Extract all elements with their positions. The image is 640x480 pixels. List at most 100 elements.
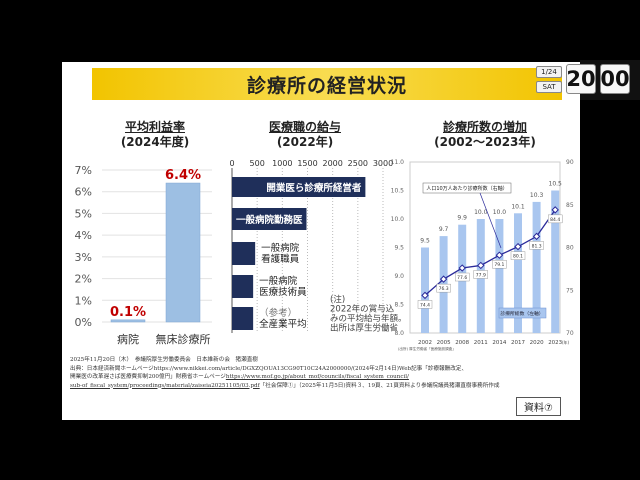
- slide-title-bar: 診療所の経営状況: [92, 68, 562, 100]
- y-right-tick-label: 80: [566, 245, 574, 252]
- y-tick-label: 6%: [75, 186, 92, 199]
- x-tick-label: 2014: [492, 340, 506, 346]
- plot-frame: [409, 161, 561, 334]
- line-label-box: [548, 214, 563, 224]
- bar-label: 開業医ら診療所経営者: [266, 182, 362, 194]
- bar: [232, 275, 254, 298]
- x-tick-label: 2005: [437, 340, 451, 346]
- bar: [110, 319, 146, 323]
- y-tick-label: 3%: [75, 251, 92, 264]
- bar-label: 10.0: [474, 209, 488, 216]
- note-text: みの平均給与年額。: [330, 313, 407, 324]
- y-left-tick-label: 9.5: [394, 245, 404, 252]
- source-footnote: 2025年11月20日（木） 参議院厚生労働委員会 日本維新の会 猪瀬直樹 出典…: [70, 356, 570, 390]
- clock-date: 1/24: [536, 65, 562, 78]
- legend-bar-label: 診療所総数（左軸）: [500, 310, 543, 317]
- x-tick-label: 2000: [322, 159, 342, 168]
- note-text: 出所は厚生労働省: [330, 323, 399, 334]
- y-right-tick-label: 75: [566, 287, 574, 294]
- footer-text: 開業医の改革遅さば医療費抑制200億円」財務省ホームページ: [70, 374, 226, 380]
- chart3-title-block: 診療所数の増加 (2002〜2023年): [420, 120, 550, 150]
- line-marker: [495, 251, 504, 259]
- line-marker: [458, 264, 466, 272]
- line-label-box: [417, 300, 433, 309]
- legend-bar-box: [498, 307, 547, 319]
- bar-label: 一般病院勤務医: [236, 214, 303, 226]
- x-tick-label: 2017: [511, 340, 525, 346]
- line-label-box: [455, 272, 470, 282]
- bar: [532, 201, 541, 333]
- x-tick-label: 1500: [297, 159, 317, 168]
- slide-title: 診療所の経営状況: [246, 74, 407, 97]
- category-label: 無床診療所: [156, 332, 211, 346]
- line-label-box: [473, 270, 488, 279]
- chart2-subtitle: (2022年): [276, 135, 334, 149]
- bar: [421, 247, 429, 333]
- legend-line-label: 人口10万人あたり診療所数（右軸）: [426, 185, 507, 192]
- line-marker: [551, 206, 559, 214]
- line-marker: [477, 261, 485, 270]
- footer-link[interactable]: sub-of_fiscal_system/proceedings/materia…: [70, 382, 260, 389]
- clock-hour: 20: [566, 64, 596, 94]
- line-label: 80.1: [513, 254, 523, 260]
- bar: [232, 307, 254, 330]
- line-marker: [421, 291, 429, 300]
- chart1-title: 平均利益率: [124, 120, 185, 134]
- line-label: 76.3: [439, 286, 449, 292]
- bar-label: 一般病院: [261, 242, 300, 254]
- y-tick-label: 4%: [75, 229, 92, 242]
- legend-line-box: [422, 182, 512, 194]
- line-series: [424, 209, 556, 296]
- y-tick-label: 7%: [75, 164, 92, 177]
- x-tick-label: 2008: [455, 340, 469, 346]
- bar-label: 医療技術員: [259, 286, 307, 298]
- bar: [232, 242, 256, 265]
- x-tick-label: 1000: [272, 159, 292, 168]
- y-tick-label: 2%: [75, 273, 92, 286]
- line-marker: [514, 242, 522, 251]
- line-label: 84.4: [550, 217, 560, 223]
- y-tick-label: 0%: [75, 316, 92, 329]
- bar-label: 10.3: [530, 192, 544, 199]
- source-label: (出所) 厚生労働省「医療施設調査」: [398, 346, 456, 351]
- bar-label: 一般病院: [259, 275, 298, 287]
- bar-label: 10.5: [549, 181, 563, 188]
- y-left-tick-label: 8.0: [394, 330, 404, 337]
- line-label-box: [436, 283, 451, 293]
- x-tick-label: 2500: [348, 159, 368, 168]
- category-label: 病院: [117, 332, 139, 346]
- x-tick-label: 2023: [548, 340, 562, 346]
- x-tick-label: 500: [250, 159, 265, 168]
- footer-line-1: 2025年11月20日（木） 参議院厚生労働委員会 日本維新の会 猪瀬直樹: [70, 357, 258, 363]
- footer-line-2: 出典：日本経済新聞ホームページhttps://www.nikkei.com/ar…: [70, 365, 468, 372]
- line-label: 81.3: [532, 243, 542, 249]
- chart1-subtitle: (2024年度): [120, 135, 190, 149]
- bar: [232, 177, 366, 197]
- line-label: 74.4: [420, 302, 430, 308]
- note-text: (注): [330, 294, 345, 305]
- chart3-title: 診療所数の増加: [442, 120, 527, 134]
- x-unit-label: (年): [562, 339, 570, 345]
- y-tick-label: 1%: [75, 294, 92, 307]
- bar: [165, 182, 201, 323]
- x-tick-label: 0: [229, 159, 234, 168]
- y-left-tick-label: 10.5: [391, 188, 405, 195]
- clock-weekday: SAT: [536, 80, 562, 93]
- bar-label: 10.1: [511, 203, 525, 210]
- bar-label: 10.0: [493, 209, 507, 216]
- line-label-box: [492, 259, 507, 269]
- line-label: 79.1: [494, 262, 504, 268]
- bar-label: （参考）: [259, 307, 297, 319]
- footer-line-4: sub-of_fiscal_system/proceedings/materia…: [70, 382, 570, 391]
- slide: [62, 62, 580, 420]
- bar-label: 9.9: [457, 215, 467, 222]
- document-label: 資料⑦: [516, 397, 561, 416]
- y-right-tick-label: 70: [566, 330, 574, 337]
- y-right-tick-label: 90: [566, 159, 574, 166]
- chart3-subtitle: (2002〜2023年): [434, 135, 536, 149]
- bar: [232, 208, 307, 230]
- y-left-tick-label: 8.5: [394, 302, 404, 309]
- bar-label: 全産業平均: [259, 318, 307, 330]
- footer-link[interactable]: https://www.mof.go.jp/about_mof/councils…: [225, 374, 409, 380]
